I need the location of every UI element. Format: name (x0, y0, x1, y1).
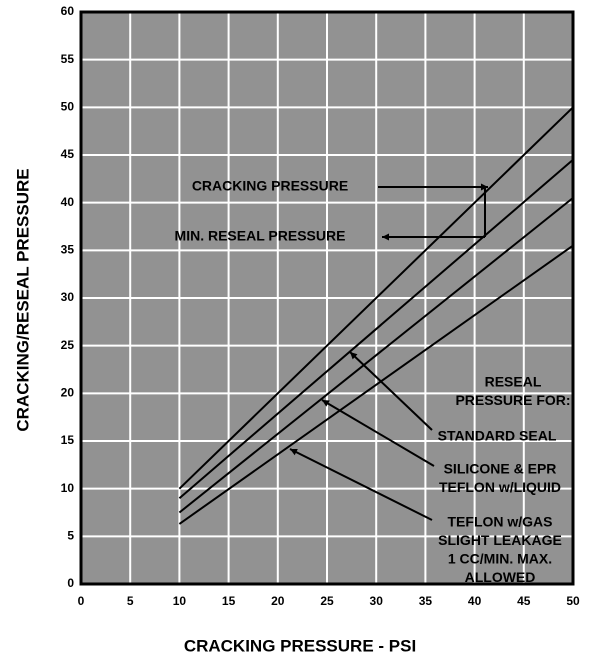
series-label: SILICONE & EPR (444, 461, 557, 477)
arrow (321, 399, 435, 467)
y-tick-label: 50 (61, 100, 75, 114)
x-tick-label: 5 (127, 594, 134, 608)
plot-frame (79, 10, 575, 586)
series-label: TEFLON w/LIQUID (439, 479, 561, 495)
y-tick-label: 10 (61, 481, 75, 495)
x-tick-label: 45 (517, 594, 531, 608)
arrow (349, 351, 433, 431)
arrow (289, 448, 433, 521)
series-line (178, 159, 574, 499)
y-tick-label: 0 (67, 576, 74, 590)
series-label: 1 CC/MIN. MAX. (448, 551, 552, 567)
series-label: TEFLON w/GAS (448, 514, 553, 530)
y-tick-label: 40 (61, 195, 75, 209)
x-tick-label: 15 (222, 594, 236, 608)
annotation: MIN. RESEAL PRESSURE (175, 228, 346, 244)
y-tick-label: 15 (61, 433, 75, 447)
y-tick-label: 25 (61, 338, 75, 352)
y-tick-label: 30 (61, 290, 75, 304)
y-tick-label: 45 (61, 147, 75, 161)
x-tick-label: 20 (271, 594, 285, 608)
y-axis-label: CRACKING/RESEAL PRESSURE (13, 168, 32, 431)
x-tick-label: 35 (419, 594, 433, 608)
series-line (178, 244, 574, 525)
series-label: SLIGHT LEAKAGE (438, 532, 562, 548)
series-label: ALLOWED (465, 569, 536, 585)
annotation: RESEAL (485, 374, 542, 390)
series-label: CRACKING PRESSURE (192, 178, 348, 194)
y-tick-label: 20 (61, 386, 75, 400)
y-tick-label: 55 (61, 52, 75, 66)
x-axis-label: CRACKING PRESSURE - PSI (184, 636, 416, 655)
x-tick-label: 30 (370, 594, 384, 608)
x-tick-label: 0 (78, 594, 85, 608)
x-tick-label: 10 (173, 594, 187, 608)
x-tick-label: 25 (320, 594, 334, 608)
y-tick-label: 35 (61, 243, 75, 257)
x-tick-label: 50 (566, 594, 580, 608)
x-tick-label: 40 (468, 594, 482, 608)
series-label: STANDARD SEAL (438, 428, 557, 444)
y-tick-label: 5 (67, 529, 74, 543)
annotation: PRESSURE FOR: (455, 392, 570, 408)
series-line (178, 106, 574, 490)
y-tick-label: 60 (61, 4, 75, 18)
series-line (178, 197, 574, 514)
